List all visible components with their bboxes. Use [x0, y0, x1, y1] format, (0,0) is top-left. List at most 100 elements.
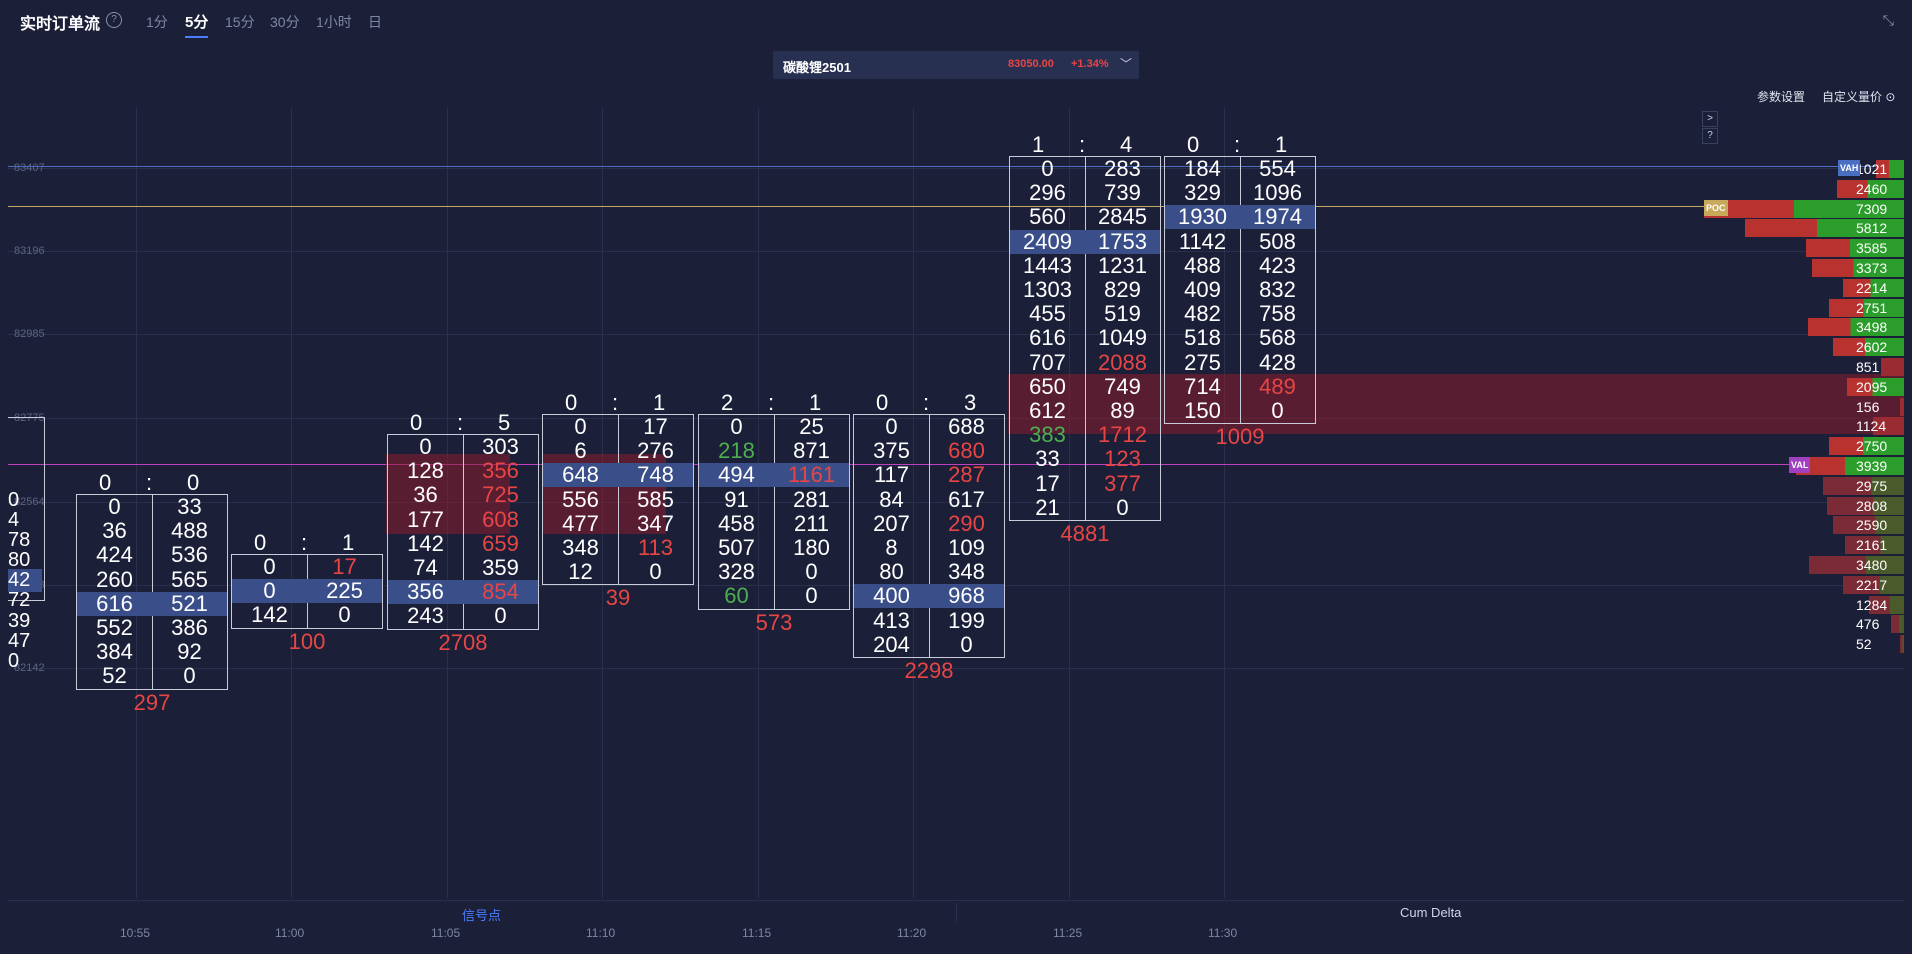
bid-volume: 413 — [873, 607, 910, 633]
bid-volume: 650 — [1029, 373, 1066, 399]
ask-volume: 356 — [482, 458, 519, 484]
bid-volume: 1930 — [1178, 204, 1227, 230]
bid-volume: 204 — [873, 631, 910, 657]
grid-line-v — [758, 108, 759, 898]
bid-volume: 560 — [1029, 204, 1066, 230]
tab-signal[interactable]: 信号点 — [462, 908, 502, 923]
footprint-delta: 2708 — [438, 629, 488, 655]
ask-volume: 2845 — [1098, 204, 1147, 230]
ratio-sell: 1 — [1032, 132, 1045, 157]
ratio-sell: 0 — [410, 410, 423, 435]
ask-volume: 423 — [1259, 252, 1296, 278]
buy-sell-ratio: 0: 1 — [231, 530, 383, 555]
bid-volume: 455 — [1029, 301, 1066, 327]
ask-volume: 519 — [1104, 301, 1141, 327]
bid-volume: 383 — [1029, 422, 1066, 448]
price-axis-label: 82142 — [14, 662, 45, 674]
footprint-row: 1930 1974 — [1165, 204, 1315, 230]
volume-value: 156 — [1856, 398, 1880, 415]
footprint-row: 0 17 — [543, 415, 693, 439]
footprint-row: 243 0 — [388, 604, 538, 628]
volume-value: 2808 — [1856, 497, 1888, 514]
buy-sell-ratio: 2: 1 — [698, 390, 850, 415]
footprint-row: 714 489 — [1165, 374, 1315, 399]
volume-value: 2750 — [1856, 438, 1888, 455]
ratio-buy: 1 — [809, 390, 822, 415]
footprint-row: 207 290 — [854, 510, 1004, 536]
ask-volume: 488 — [171, 518, 208, 544]
bid-volume: 36 — [413, 482, 438, 508]
help-icon[interactable]: ? — [106, 12, 122, 28]
footprint-row: 204 0 — [854, 631, 1004, 657]
footprint-delta: 2298 — [904, 658, 954, 683]
bid-volume: 8 — [885, 535, 898, 560]
bid-volume: 12 — [568, 559, 593, 585]
ratio-buy: 4 — [1120, 132, 1133, 157]
bid-volume: 243 — [407, 603, 444, 629]
bid-volume: 74 — [413, 555, 438, 580]
grid-line-h — [8, 418, 1904, 419]
footprint-chart[interactable]: 8361883407831968298582775825648235382142… — [8, 108, 1904, 898]
tab-5min[interactable]: 5分 — [185, 11, 209, 38]
footprint-row: 117 287 — [854, 463, 1004, 487]
footprint-row: 556 585 — [543, 486, 693, 512]
ask-volume: 180 — [793, 535, 830, 560]
ask-volume: 25 — [799, 414, 824, 439]
next-arrow-button[interactable]: > — [1702, 111, 1718, 127]
ask-volume: 749 — [1104, 373, 1141, 399]
bid-volume: 329 — [1184, 180, 1221, 206]
tab-1hour[interactable]: 1小时 — [316, 14, 352, 30]
collapse-icon[interactable]: ⤡ — [1882, 12, 1894, 28]
buy-sell-ratio: 0: 0 — [76, 470, 228, 495]
volume-bar — [1876, 160, 1904, 178]
ratio-colon: : — [923, 390, 930, 415]
footprint-row: 707 2088 — [1010, 350, 1160, 375]
volume-bar — [1796, 457, 1904, 475]
grid-line-v — [136, 108, 137, 898]
custom-volume-price-link[interactable]: 自定义量价 ⊙ — [1822, 88, 1895, 105]
ask-volume: 568 — [1259, 325, 1296, 351]
ask-volume: 565 — [171, 566, 208, 592]
ask-volume: 89 — [1110, 398, 1135, 423]
bid-volume: 494 — [718, 462, 755, 488]
footprint-divider — [618, 415, 619, 585]
ask-volume: 1712 — [1098, 422, 1147, 448]
ask-volume: 303 — [482, 434, 519, 459]
footprint-delta: 297 — [133, 689, 171, 715]
bid-volume: 0 — [574, 414, 587, 439]
volume-bar — [1833, 516, 1904, 535]
footprint-row: 424 536 — [77, 543, 227, 567]
footprint-row: 482 758 — [1165, 302, 1315, 326]
tab-day[interactable]: 日 — [368, 14, 382, 30]
footprint-row: 0 225 — [232, 579, 382, 604]
grid-line-h — [8, 251, 1904, 252]
footprint-row: 384 92 — [77, 640, 227, 664]
question-button[interactable]: ? — [1702, 128, 1718, 144]
volume-bar — [1843, 575, 1904, 594]
footprint-row: 6 276 — [543, 439, 693, 463]
ask-volume: 585 — [637, 486, 674, 512]
ask-volume: 617 — [948, 486, 985, 512]
footprint-row: 52 0 — [77, 664, 227, 688]
tab-15min[interactable]: 15分 — [225, 14, 255, 30]
poc-line — [8, 206, 1904, 207]
symbol-selector[interactable]: 碳酸锂2501 83050.00 +1.34% ﹀ — [773, 51, 1139, 79]
ratio-buy: 0 — [187, 470, 200, 495]
footprint-row: 150 0 — [1165, 399, 1315, 423]
panel-divider — [956, 903, 957, 923]
bid-volume: 128 — [407, 458, 444, 484]
tab-30min[interactable]: 30分 — [270, 14, 300, 30]
bid-volume: 207 — [873, 510, 910, 536]
footprint-delta: 100 — [288, 628, 326, 654]
tab-1min[interactable]: 1分 — [146, 14, 168, 30]
volume-bar — [1899, 397, 1904, 416]
params-settings-link[interactable]: 参数设置 — [1757, 90, 1806, 104]
ask-volume: 508 — [1259, 228, 1296, 254]
time-axis-label: 11:20 — [897, 926, 927, 940]
time-axis-label: 11:00 — [275, 926, 305, 940]
volume-value: 2751 — [1856, 299, 1888, 316]
tab-cum-delta[interactable]: Cum Delta — [1400, 905, 1462, 920]
ratio-colon: : — [457, 410, 464, 435]
volume-bar — [1873, 417, 1904, 436]
bid-volume: 0 — [263, 554, 276, 579]
